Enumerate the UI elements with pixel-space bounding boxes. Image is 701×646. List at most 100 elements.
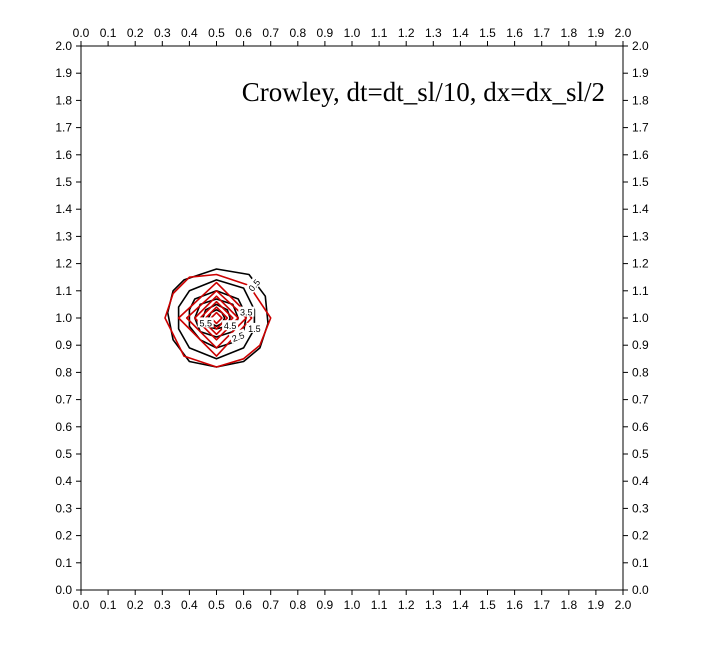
y-tick-label-right: 1.5 xyxy=(632,175,649,189)
contour-label-background xyxy=(244,275,263,295)
x-tick-label-top: 0.3 xyxy=(154,26,171,40)
contour-label: 2.5 xyxy=(228,328,248,344)
contour-label-text: 4.5 xyxy=(224,321,237,331)
x-tick-label-top: 1.1 xyxy=(371,26,388,40)
y-tick-label-right: 0.2 xyxy=(632,529,649,543)
x-tick-label-bottom: 1.2 xyxy=(398,598,415,612)
contour-label: 1.5 xyxy=(246,322,263,334)
y-tick-label-right: 2.0 xyxy=(632,39,649,53)
y-tick-label-right: 1.7 xyxy=(632,121,649,135)
x-tick-label-bottom: 0.9 xyxy=(317,598,334,612)
y-tick-label-left: 1.4 xyxy=(55,202,72,216)
y-tick-label-right: 0.6 xyxy=(632,420,649,434)
y-tick-label-left: 1.8 xyxy=(55,93,72,107)
x-tick-label-bottom: 0.1 xyxy=(100,598,117,612)
x-tick-label-bottom: 1.0 xyxy=(344,598,361,612)
y-tick-label-left: 0.9 xyxy=(55,338,72,352)
x-tick-label-top: 0.8 xyxy=(289,26,306,40)
y-tick-label-right: 1.1 xyxy=(632,284,649,298)
y-tick-label-left: 0.6 xyxy=(55,420,72,434)
x-tick-label-bottom: 0.2 xyxy=(127,598,144,612)
y-tick-label-left: 1.1 xyxy=(55,284,72,298)
x-tick-label-bottom: 1.7 xyxy=(533,598,550,612)
contour-label: 5.5 xyxy=(197,317,214,328)
x-tick-label-bottom: 1.6 xyxy=(506,598,523,612)
contour-label-text: 5.5 xyxy=(199,318,212,328)
x-tick-label-bottom: 0.3 xyxy=(154,598,171,612)
y-tick-label-left: 0.5 xyxy=(55,447,72,461)
x-tick-label-top: 1.0 xyxy=(344,26,361,40)
x-tick-label-top: 1.2 xyxy=(398,26,415,40)
y-tick-label-left: 1.3 xyxy=(55,229,72,243)
y-tick-label-right: 1.4 xyxy=(632,202,649,216)
contour-line-series-1-level-0-5 xyxy=(164,273,272,368)
x-tick-label-bottom: 1.4 xyxy=(452,598,469,612)
x-tick-label-top: 0.5 xyxy=(208,26,225,40)
contour-label-background xyxy=(228,328,248,344)
contour-line-series-1-level-3-5 xyxy=(194,295,239,341)
y-tick-label-right: 0.3 xyxy=(632,501,649,515)
y-tick-label-right: 1.8 xyxy=(632,93,649,107)
x-tick-label-bottom: 0.7 xyxy=(262,598,279,612)
y-tick-label-right: 1.3 xyxy=(632,229,649,243)
contour-label-background xyxy=(197,317,214,328)
x-tick-label-top: 0.0 xyxy=(73,26,90,40)
x-tick-label-bottom: 1.1 xyxy=(371,598,388,612)
y-tick-label-left: 0.3 xyxy=(55,501,72,515)
y-tick-label-left: 1.5 xyxy=(55,175,72,189)
x-tick-label-bottom: 1.3 xyxy=(425,598,442,612)
x-tick-label-top: 1.4 xyxy=(452,26,469,40)
contour-label-background xyxy=(238,306,255,317)
x-tick-label-top: 1.6 xyxy=(506,26,523,40)
x-tick-label-bottom: 0.0 xyxy=(73,598,90,612)
x-tick-label-top: 1.3 xyxy=(425,26,442,40)
chart-title: Crowley, dt=dt_sl/10, dx=dx_sl/2 xyxy=(242,77,605,107)
contour-labels: 0.53.55.5 4.5 1.52.5 xyxy=(197,275,263,344)
x-tick-label-bottom: 1.9 xyxy=(588,598,605,612)
y-tick-label-left: 2.0 xyxy=(55,39,72,53)
contour-line-series-0-level-0-5 xyxy=(166,268,269,368)
y-tick-label-left: 0.2 xyxy=(55,529,72,543)
plot-frame xyxy=(80,45,624,591)
contour-label-text: 1.5 xyxy=(248,324,261,334)
y-tick-label-left: 1.0 xyxy=(55,311,72,325)
y-tick-label-right: 0.8 xyxy=(632,365,649,379)
y-tick-label-right: 0.9 xyxy=(632,338,649,352)
x-tick-label-top: 2.0 xyxy=(615,26,632,40)
y-tick-label-right: 0.7 xyxy=(632,393,649,407)
x-tick-label-bottom: 1.5 xyxy=(479,598,496,612)
contour-label-text: 3.5 xyxy=(240,308,253,318)
y-tick-label-left: 0.7 xyxy=(55,393,72,407)
contour-line-series-1-level-2-5 xyxy=(185,289,248,349)
y-tick-label-left: 1.6 xyxy=(55,148,72,162)
y-tick-label-left: 1.2 xyxy=(55,257,72,271)
x-tick-label-top: 0.4 xyxy=(181,26,198,40)
y-tick-label-right: 0.4 xyxy=(632,474,649,488)
contour-label: 3.5 xyxy=(238,306,255,318)
x-tick-label-bottom: 0.6 xyxy=(235,598,252,612)
y-tick-label-left: 0.8 xyxy=(55,365,72,379)
y-tick-label-left: 1.7 xyxy=(55,121,72,135)
contour-line-series-1-level-6-5 xyxy=(210,311,223,325)
contour-label-background xyxy=(222,320,239,331)
y-tick-label-right: 0.5 xyxy=(632,447,649,461)
x-tick-label-top: 0.6 xyxy=(235,26,252,40)
x-tick-label-top: 1.8 xyxy=(560,26,577,40)
y-tick-label-right: 1.0 xyxy=(632,311,649,325)
x-tick-label-bottom: 1.8 xyxy=(560,598,577,612)
x-tick-label-top: 1.9 xyxy=(588,26,605,40)
y-tick-label-right: 0.1 xyxy=(632,556,649,570)
x-tick-label-bottom: 0.8 xyxy=(289,598,306,612)
x-tick-label-bottom: 0.4 xyxy=(181,598,198,612)
y-tick-label-left: 0.1 xyxy=(55,556,72,570)
x-tick-label-bottom: 0.5 xyxy=(208,598,225,612)
x-tick-label-top: 0.7 xyxy=(262,26,279,40)
y-tick-label-right: 1.9 xyxy=(632,66,649,80)
x-tick-label-top: 0.1 xyxy=(100,26,117,40)
y-tick-label-left: 0.4 xyxy=(55,474,72,488)
contour-line-series-0-level-1-5 xyxy=(177,279,256,360)
y-tick-label-right: 1.2 xyxy=(632,257,649,271)
y-tick-label-right: 0.0 xyxy=(632,583,649,597)
x-tick-label-top: 1.5 xyxy=(479,26,496,40)
contour-lines xyxy=(164,268,272,368)
